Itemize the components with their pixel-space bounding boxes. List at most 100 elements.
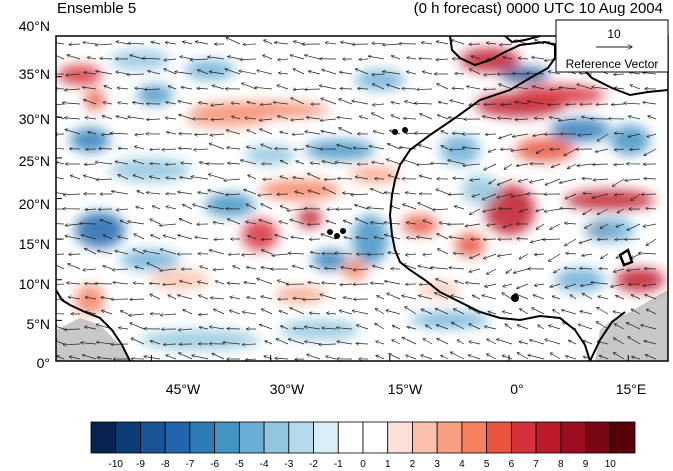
wind-vector [511, 148, 529, 151]
wind-vector [211, 119, 225, 120]
wind-vector [419, 58, 433, 59]
wind-vector [166, 178, 177, 179]
wind-vector [391, 102, 401, 104]
wind-vector [436, 41, 449, 45]
wind-vector [441, 131, 449, 135]
wind-vector [387, 293, 401, 300]
wind-vector [168, 295, 177, 300]
wind-vector [384, 223, 401, 224]
wind-vector [65, 129, 81, 135]
colorbar-label: -2 [309, 459, 318, 470]
wind-vector [274, 42, 289, 44]
wind-vector [246, 204, 257, 210]
lat-axis: 40°N 35°N 30°N 25°N 20°N 15°N 10°N 5°N 0… [19, 18, 62, 371]
wind-vector [549, 117, 561, 119]
anomaly-blob [140, 330, 260, 350]
anomaly-blob [260, 180, 340, 200]
wind-vector [451, 295, 465, 300]
wind-vector [175, 72, 193, 75]
wind-vector [417, 89, 433, 90]
wind-vector [96, 342, 113, 345]
wind-vector [85, 327, 97, 330]
wind-vector [81, 235, 97, 240]
wind-vector [406, 222, 417, 224]
wind-vector [200, 266, 209, 270]
wind-vector [68, 264, 81, 270]
wind-vector [372, 43, 385, 44]
wind-vector [306, 146, 321, 150]
wind-vector [387, 144, 401, 150]
wind-vector [374, 237, 385, 240]
wind-vector [631, 309, 641, 315]
colorbar-label: 4 [459, 459, 465, 470]
wind-vector [319, 344, 337, 345]
wind-vector [130, 323, 145, 330]
wind-vector [614, 194, 625, 195]
wind-vector [484, 326, 497, 330]
wind-vector [118, 175, 129, 180]
wind-vector [472, 193, 481, 197]
wind-vector [96, 179, 113, 180]
wind-vector [339, 99, 353, 105]
wind-vector [356, 343, 369, 344]
wind-vector [566, 253, 577, 254]
wind-vector [601, 253, 609, 259]
wind-vector [65, 224, 81, 226]
colorbar-label: 5 [484, 459, 490, 470]
wind-vector [567, 163, 577, 169]
wind-vector [195, 134, 209, 135]
wind-vector [582, 254, 593, 256]
wind-vector [644, 178, 657, 179]
wind-vector [197, 88, 209, 89]
wind-vector [353, 269, 369, 270]
wind-vector [616, 223, 625, 227]
wind-vector [150, 341, 161, 345]
wind-vector [321, 131, 337, 135]
wind-vector [448, 160, 465, 165]
wind-vector [225, 194, 241, 195]
wind-vector [198, 314, 209, 315]
wind-vector [470, 253, 481, 258]
wind-vector [584, 223, 593, 228]
wind-vector [515, 293, 529, 300]
wind-vector [296, 161, 305, 165]
wind-vector [178, 329, 193, 330]
wind-vector [116, 41, 129, 45]
wind-vector [63, 194, 81, 195]
left-title: Ensemble 5 [57, 0, 137, 17]
cape-verde-islands [340, 228, 346, 234]
anomaly-blob [555, 268, 605, 292]
wind-vector [503, 57, 513, 60]
wind-vector [406, 238, 417, 239]
wind-vector [449, 237, 465, 240]
wind-vector [233, 266, 241, 270]
wind-vector [548, 104, 561, 105]
wind-vector [469, 208, 481, 215]
wind-vector [102, 116, 113, 120]
wind-vector [593, 179, 609, 180]
wind-vector [487, 268, 497, 274]
wind-vector [260, 324, 273, 330]
wind-vector [115, 162, 129, 165]
anomaly-blob [312, 250, 348, 270]
wind-vector [263, 55, 273, 60]
wind-vector [532, 86, 545, 90]
wind-vector [130, 55, 145, 60]
wind-vector [210, 134, 225, 135]
wind-vector [631, 295, 641, 300]
wind-vector [638, 253, 657, 254]
wind-vector [469, 324, 481, 330]
wind-vector [144, 89, 161, 90]
wind-vector [356, 325, 369, 330]
wind-vector [133, 102, 145, 104]
wind-vector [307, 173, 321, 180]
wind-vector [96, 71, 113, 75]
wind-vector [499, 44, 513, 45]
lat-label: 0° [37, 355, 50, 371]
wind-vector [258, 194, 273, 195]
wind-vector [322, 70, 337, 75]
wind-vector [321, 234, 337, 240]
wind-vector [287, 209, 305, 211]
wind-vector [434, 293, 449, 300]
wind-vector [101, 310, 113, 315]
